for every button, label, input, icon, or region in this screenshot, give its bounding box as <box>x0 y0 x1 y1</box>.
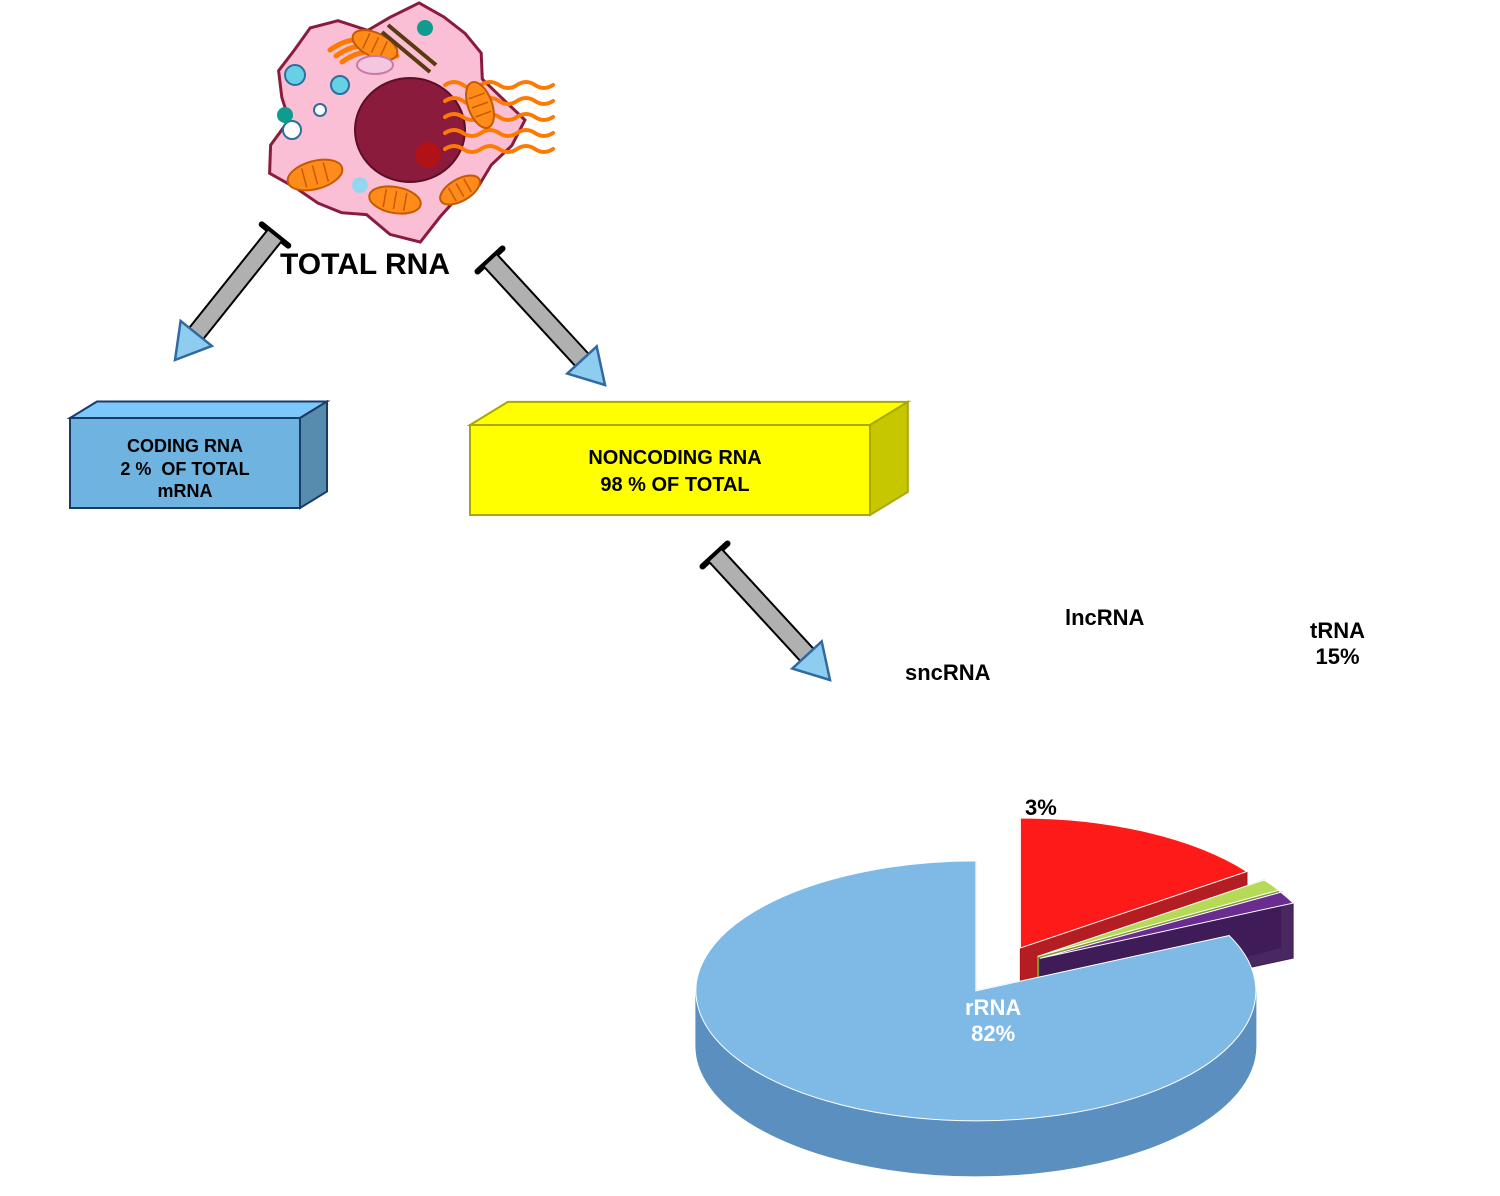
pie-label-sncrna: sncRNA <box>905 660 991 686</box>
title-total-rna: TOTAL RNA <box>280 248 450 282</box>
noncoding-box-text: NONCODING RNA 98 % OF TOTAL <box>525 445 825 499</box>
arrow-to-coding <box>175 224 288 360</box>
cell-illustration <box>270 3 553 242</box>
arrow-to-pie <box>702 543 830 680</box>
pie-label-trna: tRNA 15% <box>1310 618 1365 670</box>
pie-label-smallpct: 3% <box>1025 795 1057 821</box>
pie-label-lncrna: lncRNA <box>1065 605 1144 631</box>
pie-label-rrna: rRNA 82% <box>965 995 1021 1047</box>
arrow-to-noncoding <box>477 248 605 385</box>
coding-box-text: CODING RNA 2 % OF TOTAL mRNA <box>80 435 290 503</box>
